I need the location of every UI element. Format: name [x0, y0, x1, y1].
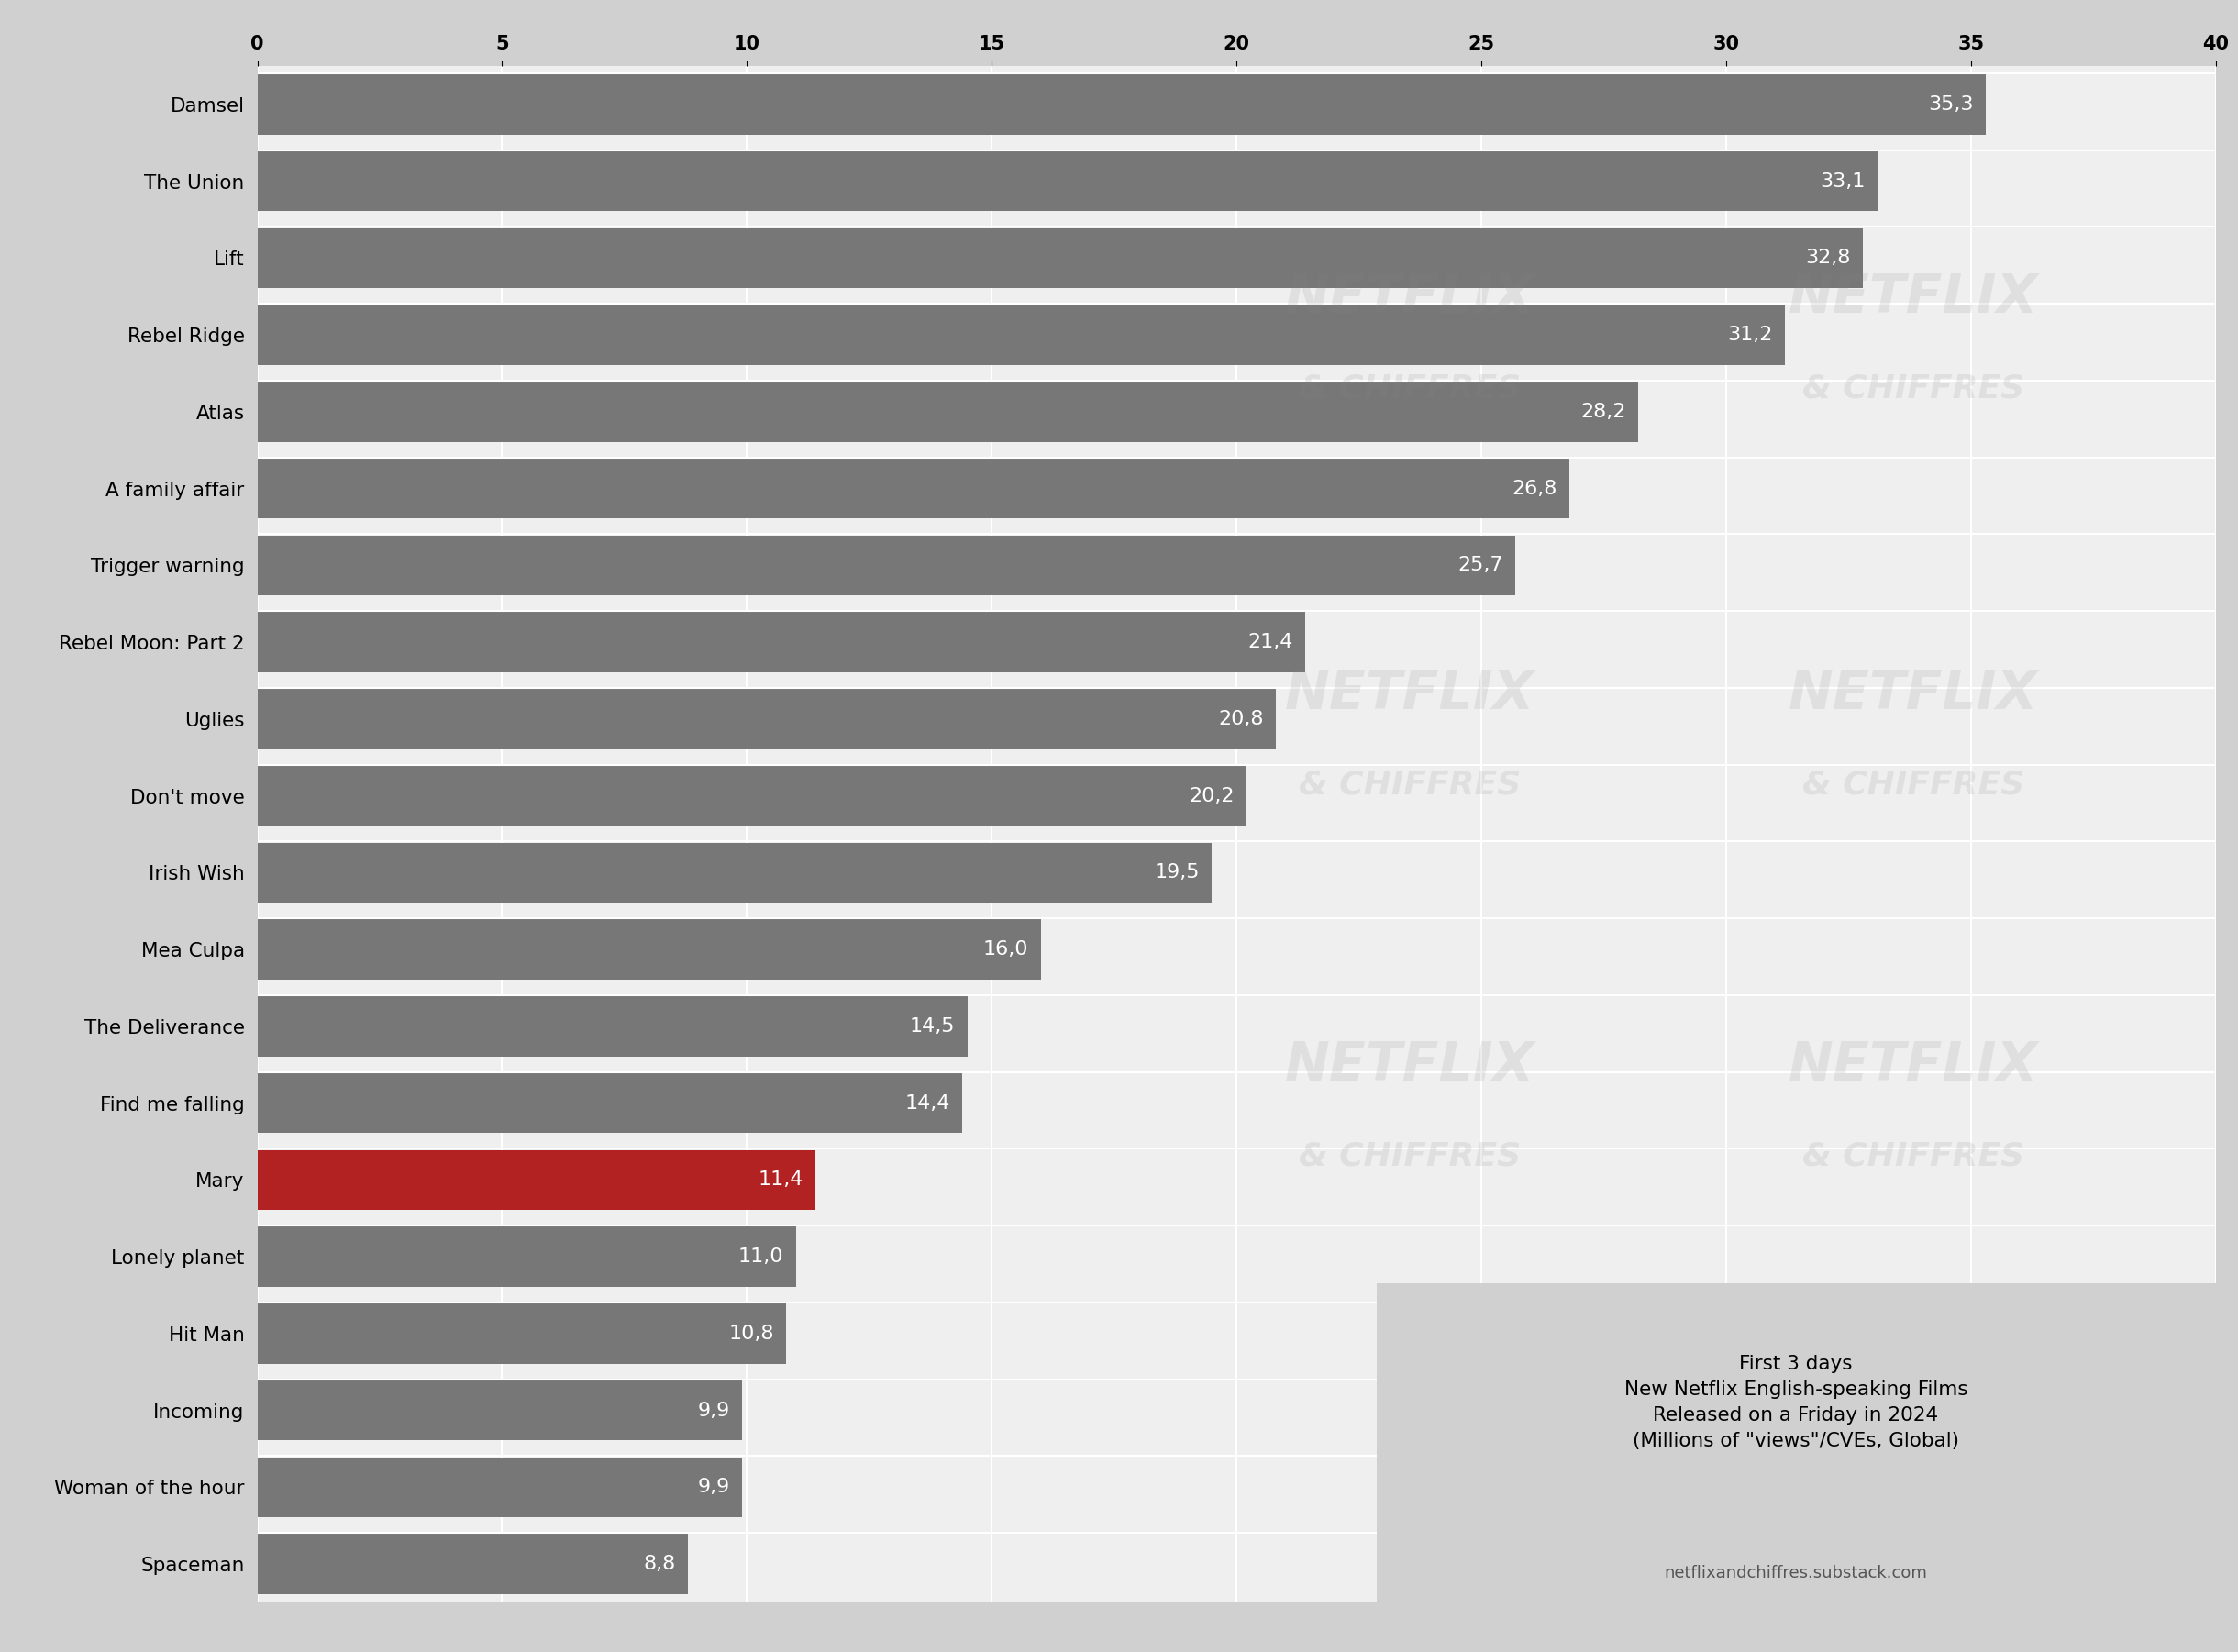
Text: NETFLIX: NETFLIX [1788, 271, 2039, 324]
Bar [257, 843, 1213, 902]
Bar [257, 1381, 743, 1441]
Text: 26,8: 26,8 [1513, 479, 1558, 497]
Text: NETFLIX: NETFLIX [1285, 667, 1535, 720]
Bar [257, 1150, 815, 1209]
Bar [257, 1457, 743, 1517]
Text: NETFLIX: NETFLIX [1285, 1039, 1535, 1092]
Text: & CHIFFRES: & CHIFFRES [1298, 770, 1522, 800]
Text: NETFLIX: NETFLIX [1285, 271, 1535, 324]
Bar [257, 382, 1638, 441]
Text: 20,2: 20,2 [1188, 786, 1233, 805]
Text: & CHIFFRES: & CHIFFRES [1298, 373, 1522, 403]
Bar [257, 689, 1276, 748]
Bar [257, 613, 1305, 672]
Text: 33,1: 33,1 [1819, 172, 1866, 190]
Bar [257, 1535, 689, 1594]
Bar [257, 1074, 962, 1133]
Text: 9,9: 9,9 [698, 1479, 730, 1497]
Bar [257, 152, 1878, 211]
Text: netflixandchiffres.substack.com: netflixandchiffres.substack.com [1665, 1566, 1927, 1581]
Bar [257, 1227, 797, 1287]
Text: 9,9: 9,9 [698, 1401, 730, 1419]
Text: 35,3: 35,3 [1927, 96, 1974, 114]
Bar [257, 228, 1862, 287]
Bar [257, 535, 1515, 595]
Text: 32,8: 32,8 [1806, 249, 1851, 268]
Text: 31,2: 31,2 [1728, 325, 1772, 344]
Text: & CHIFFRES: & CHIFFRES [1802, 770, 2025, 800]
Text: 21,4: 21,4 [1247, 633, 1294, 651]
Text: 19,5: 19,5 [1155, 864, 1200, 882]
Bar [257, 996, 967, 1056]
Bar [257, 306, 1786, 365]
Text: 14,4: 14,4 [904, 1094, 951, 1112]
Text: 20,8: 20,8 [1217, 710, 1264, 729]
Bar [257, 920, 1041, 980]
Text: First 3 days
New Netflix English-speaking Films
Released on a Friday in 2024
(Mi: First 3 days New Netflix English-speakin… [1625, 1355, 1967, 1450]
Text: NETFLIX: NETFLIX [1788, 667, 2039, 720]
Text: 25,7: 25,7 [1457, 557, 1504, 575]
Text: NETFLIX: NETFLIX [1788, 1039, 2039, 1092]
Text: 10,8: 10,8 [727, 1325, 774, 1343]
Text: 16,0: 16,0 [982, 940, 1029, 958]
Text: & CHIFFRES: & CHIFFRES [1298, 1142, 1522, 1171]
Text: 8,8: 8,8 [645, 1555, 676, 1573]
Text: & CHIFFRES: & CHIFFRES [1802, 373, 2025, 403]
Text: & CHIFFRES: & CHIFFRES [1802, 1142, 2025, 1171]
Bar [257, 767, 1247, 826]
Text: 11,0: 11,0 [739, 1247, 783, 1265]
Text: 11,4: 11,4 [759, 1171, 803, 1189]
Text: 14,5: 14,5 [909, 1018, 956, 1036]
Bar [257, 74, 1985, 134]
Bar [257, 459, 1569, 519]
Text: 28,2: 28,2 [1580, 403, 1625, 421]
Bar [257, 1303, 786, 1363]
